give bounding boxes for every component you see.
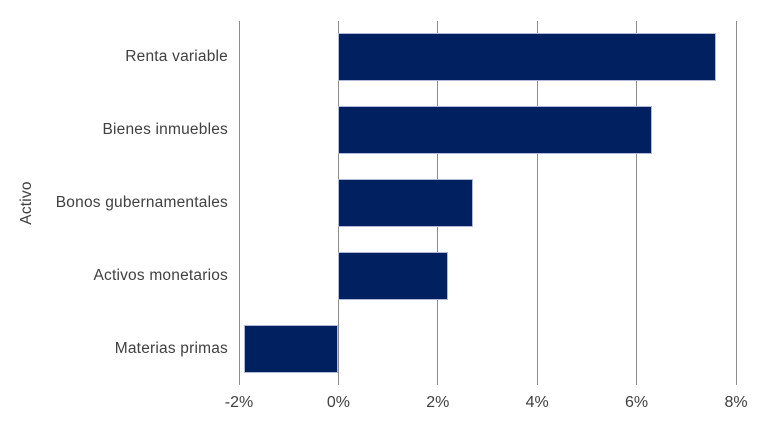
x-tick-label: -2% [224,394,254,411]
gridline [735,21,737,385]
bar [338,179,473,227]
category-label: Renta variable [125,48,228,66]
plot-area [238,21,737,385]
category-label: Activos monetarios [93,266,228,284]
category-label: Bienes inmuebles [102,121,228,139]
bar [338,33,717,82]
x-tick-label: 0% [326,394,350,411]
x-tick-label: 8% [724,394,748,411]
category-label: Bonos gubernamentales [55,194,228,211]
gridline [636,21,638,385]
category-axis: Renta variable Bienes inmuebles Bonos gube… [0,0,228,437]
category-label: Materias primas [114,339,228,357]
bar [338,251,448,300]
gridline [238,21,240,385]
bar [243,324,339,373]
gridline [536,21,538,385]
x-tick-label: 2% [426,394,450,411]
bar [338,106,652,155]
x-tick-label: 6% [625,394,649,411]
x-tick-label: 4% [525,394,549,411]
x-axis-ticks: -2% 0% 2% 4% 6% 8% [225,394,748,418]
